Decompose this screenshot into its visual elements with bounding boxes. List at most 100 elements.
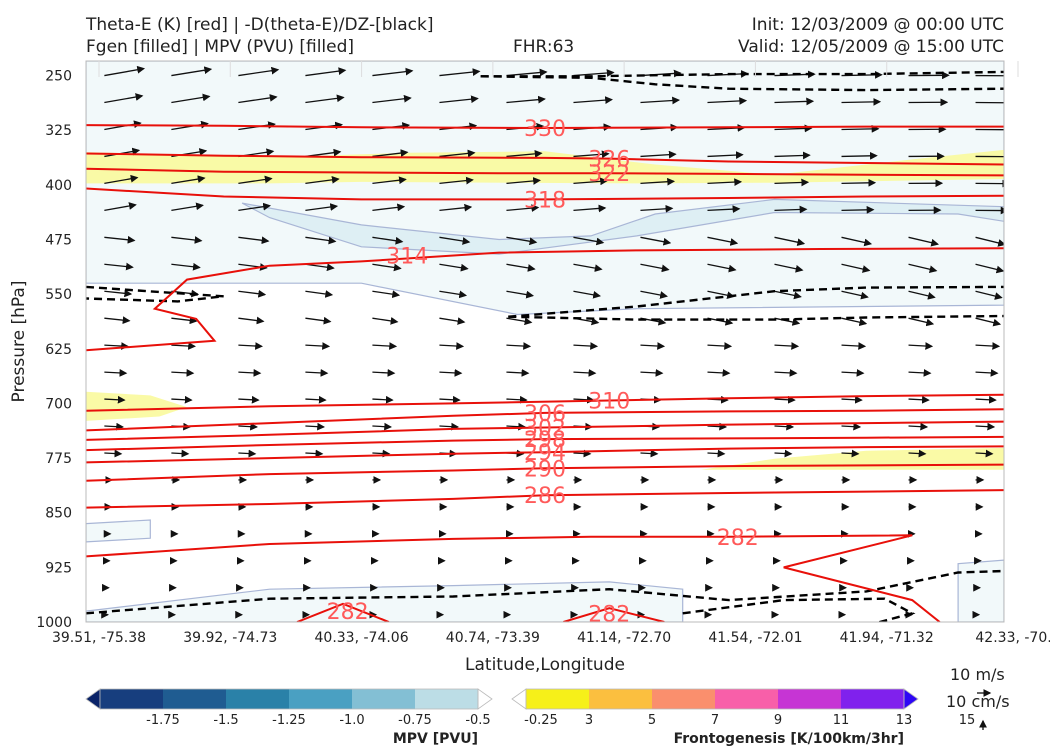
wind-arrow — [640, 449, 659, 458]
wind-arrow — [372, 369, 396, 377]
theta-e-contour-label: 282 — [588, 602, 630, 627]
wind-arrow — [439, 369, 463, 377]
theta-e-contour-label: 306 — [524, 402, 566, 427]
wind-arrow — [104, 369, 128, 377]
colorbar-segment — [100, 689, 164, 709]
wind-arrow — [104, 262, 134, 271]
wind-arrow — [908, 290, 936, 300]
stability-dashed-contour — [86, 569, 1004, 615]
colorbar-tick-label: -1.5 — [213, 713, 238, 728]
wind-arrow — [774, 395, 796, 404]
mpv-colorbar: -1.75 -1.5 -1.25 -1.0 -0.75 -0.5 -0.25 MPV [PVU… — [85, 688, 558, 747]
colorbar-segment — [652, 689, 716, 709]
colorbar-tick-label: 3 — [585, 713, 593, 728]
wind-arrow — [573, 204, 607, 213]
theta-e-contour — [86, 152, 1004, 166]
wind-arrow — [841, 317, 868, 327]
wind-arrow — [573, 369, 597, 377]
wind-arrow — [707, 178, 743, 186]
wind-arrow — [640, 369, 664, 377]
wind-arrow — [439, 422, 460, 431]
y-tick-label: 325 — [45, 123, 72, 139]
theta-e-contour-label: 282 — [717, 526, 759, 551]
wind-reference: 10 m/s 10 cm/s — [946, 665, 1010, 730]
wind-arrow — [506, 422, 527, 431]
theta-e-contour-label: 298 — [524, 428, 566, 453]
wind-arrow — [774, 97, 815, 106]
wind-arrow — [238, 342, 264, 350]
wind-arrow — [372, 290, 401, 299]
wind-arrow — [975, 422, 996, 431]
colorbar-tick-label: -0.5 — [465, 713, 490, 728]
wind-arrow — [573, 290, 601, 299]
wind-arrow — [104, 289, 133, 298]
theta-e-contour — [86, 167, 1004, 177]
theta-e-contour — [296, 602, 390, 622]
wind-arrow — [908, 342, 934, 350]
wind-arrow — [238, 202, 272, 212]
title-line-2: Fgen [filled] | MPV (PVU) [filled] — [86, 37, 355, 57]
wind-arrow — [372, 317, 399, 325]
wind-arrow — [439, 68, 481, 77]
x-axis-label: Latitude,Longitude — [465, 655, 625, 675]
mpv-fill-region — [86, 519, 151, 543]
theta-e-contour — [86, 435, 1004, 452]
wind-arrow — [841, 178, 877, 187]
wind-arrow — [372, 263, 402, 272]
theta-e-contour-label: 294 — [524, 441, 566, 466]
stability-dashed-contour — [682, 597, 916, 622]
theta-e-contour-label: 326 — [588, 148, 630, 173]
wind-arrow — [908, 263, 938, 274]
stability-dashed-contour — [480, 75, 1004, 92]
theta-e-contour — [86, 187, 1004, 201]
colorbar-frame — [99, 688, 479, 710]
wind-arrow — [439, 290, 468, 299]
wind-arrow — [640, 96, 681, 105]
wind-arrow — [238, 422, 259, 431]
colorbar-tick-label: 5 — [648, 713, 656, 728]
colorbar-tick-label: 13 — [896, 713, 913, 728]
wind-arrow — [372, 395, 394, 404]
y-tick-label: 850 — [45, 506, 72, 522]
wind-arrow — [506, 290, 535, 299]
wind-arrow — [238, 175, 273, 185]
wind-arrow — [774, 205, 808, 214]
wind-arrow — [305, 290, 334, 298]
wind-arrow — [841, 124, 880, 133]
x-tick-label: 41.14, -72.70 — [577, 630, 671, 646]
wind-arrow — [305, 203, 339, 212]
wind-arrow — [707, 97, 748, 105]
mpv-fill-region — [957, 559, 1004, 622]
wind-arrow — [238, 236, 270, 245]
colorbar-segment — [589, 689, 653, 709]
colorbar-segment — [226, 689, 290, 709]
wind-arrow — [305, 236, 337, 245]
theta-e-contour — [563, 607, 665, 622]
wind-arrow — [439, 149, 476, 158]
wind-arrow — [171, 342, 196, 350]
wind-arrow — [439, 263, 469, 272]
wind-arrow — [573, 342, 599, 350]
wind-arrow — [975, 342, 1001, 350]
wind-arrow — [439, 395, 461, 404]
wind-arrow — [707, 422, 728, 431]
wind-arrow — [975, 236, 1004, 247]
wind-arrow — [975, 395, 997, 404]
wind-arrow — [908, 317, 935, 327]
wind-arrow — [573, 236, 605, 246]
wind-arrow — [975, 317, 1002, 327]
wind-arrow — [774, 151, 811, 160]
valid-time: Valid: 12/05/2009 @ 15:00 UTC — [738, 37, 1004, 57]
wind-arrow — [439, 176, 474, 185]
wind-arrow — [707, 236, 739, 246]
y-tick-label: 925 — [45, 560, 72, 576]
wind-arrow — [372, 149, 409, 158]
wind-arrow — [573, 263, 603, 272]
y-tick-label: 475 — [45, 233, 72, 249]
x-tick-label: 41.94, -71.32 — [840, 630, 934, 646]
colorbar-tick-label: 11 — [833, 713, 850, 728]
wind-arrow — [439, 342, 465, 350]
wind-arrow — [975, 290, 1003, 300]
wind-arrow — [104, 395, 126, 404]
wind-arrow — [305, 316, 332, 325]
